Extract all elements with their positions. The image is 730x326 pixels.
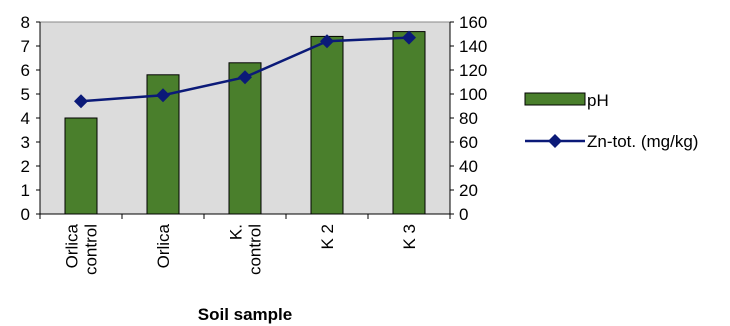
- x-axis-title: Soil sample: [198, 305, 292, 324]
- zn-point-5: [402, 30, 416, 45]
- y-right-tick-label: 140: [459, 37, 487, 56]
- y-right-tick-label: 60: [459, 133, 478, 152]
- y-left-tick-label: 7: [21, 37, 30, 56]
- y-right-tick-label: 120: [459, 61, 487, 80]
- x-category-label: Orlica: [154, 223, 173, 268]
- y-left-tick-label: 2: [21, 157, 30, 176]
- bar-ph-3: [228, 62, 262, 215]
- zn-point-1: [74, 94, 88, 109]
- y-left-tick-label: 6: [21, 61, 30, 80]
- y-left-tick-label: 5: [21, 85, 30, 104]
- y-left-tick-label: 4: [21, 109, 30, 128]
- zn-point-4: [320, 34, 334, 49]
- zn-point-2: [156, 88, 170, 103]
- y-right-tick-label: 100: [459, 85, 487, 104]
- zn-point-3: [238, 70, 252, 85]
- legend-label-zn: Zn-tot. (mg/kg): [587, 132, 698, 151]
- legend-label-ph: pH: [587, 91, 609, 110]
- x-category-label: control: [82, 224, 101, 275]
- bar-ph-5: [392, 31, 426, 215]
- x-category-label: K 2: [318, 224, 337, 250]
- y-right-tick-label: 0: [459, 205, 468, 224]
- y-left-tick-label: 1: [21, 181, 30, 200]
- y-right-tick-label: 160: [459, 13, 487, 32]
- legend: pH Zn-tot. (mg/kg): [524, 91, 698, 151]
- y-left-tick-label: 0: [21, 205, 30, 224]
- y-right-tick-label: 20: [459, 181, 478, 200]
- legend-swatch-ph: [524, 92, 586, 106]
- y-left-tick-label: 3: [21, 133, 30, 152]
- y-left-tick-label: 8: [21, 13, 30, 32]
- bar-ph-4: [310, 35, 344, 215]
- bar-ph-1: [64, 117, 98, 215]
- y-right-tick-label: 40: [459, 157, 478, 176]
- x-category-label: control: [246, 224, 265, 275]
- y-right-tick-label: 80: [459, 109, 478, 128]
- x-category-label: Orlica: [63, 223, 82, 268]
- x-category-label: K 3: [400, 224, 419, 250]
- x-category-label: K.: [227, 224, 246, 240]
- legend-swatch-zn-marker: [548, 134, 562, 148]
